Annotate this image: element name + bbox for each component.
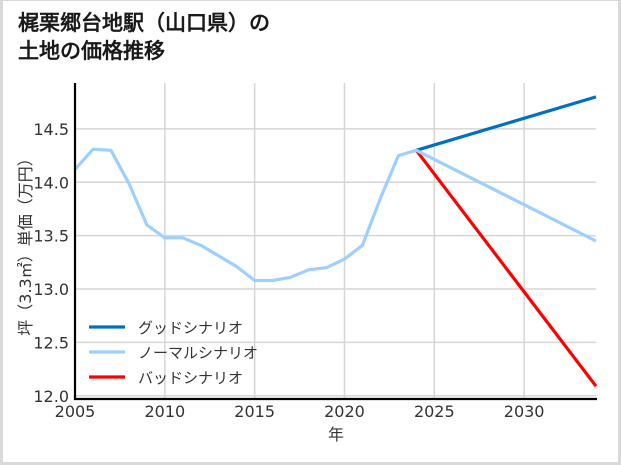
- y-axis-label: 坪（3.3㎡）単価（万円）: [16, 150, 35, 335]
- legend-label: グッドシナリオ: [138, 319, 243, 337]
- x-tick-label: 2005: [55, 402, 96, 421]
- chart-title-line-2: 土地の価格推移: [18, 39, 165, 63]
- legend-item: ノーマルシナリオ: [89, 344, 258, 362]
- x-tick-labels: 2005 2010 2015 2020 2025 2030: [55, 402, 545, 421]
- legend-label: ノーマルシナリオ: [138, 344, 258, 362]
- legend-item: バッドシナリオ: [89, 369, 243, 387]
- y-tick-label: 14.5: [33, 120, 69, 139]
- y-tick-label: 14.0: [33, 173, 69, 192]
- chart-canvas: 梶栗郷台地駅（山口県）の 土地の価格推移: [3, 1, 618, 462]
- x-axis-label: 年: [328, 425, 344, 444]
- chart-title: 梶栗郷台地駅（山口県）の 土地の価格推移: [18, 9, 270, 65]
- legend-label: バッドシナリオ: [138, 369, 243, 387]
- x-tick-label: 2010: [144, 402, 185, 421]
- x-tick-label: 2025: [414, 402, 455, 421]
- x-tick-label: 2030: [504, 402, 545, 421]
- y-tick-label: 12.0: [33, 387, 69, 406]
- y-tick-labels: 12.0 12.5 13.0 13.5 14.0 14.5: [33, 120, 69, 406]
- y-tick-label: 13.0: [33, 280, 69, 299]
- series-line-1: [73, 147, 597, 283]
- y-tick-label: 13.5: [33, 227, 69, 246]
- data-series: [73, 95, 598, 388]
- series-line-2: [415, 149, 598, 388]
- x-tick-label: 2020: [324, 402, 365, 421]
- y-tick-label: 12.5: [33, 333, 69, 352]
- chart-title-line-1: 梶栗郷台地駅（山口県）の: [18, 11, 270, 35]
- series-line-0: [415, 95, 597, 152]
- legend-item: グッドシナリオ: [89, 319, 243, 337]
- x-tick-label: 2015: [234, 402, 275, 421]
